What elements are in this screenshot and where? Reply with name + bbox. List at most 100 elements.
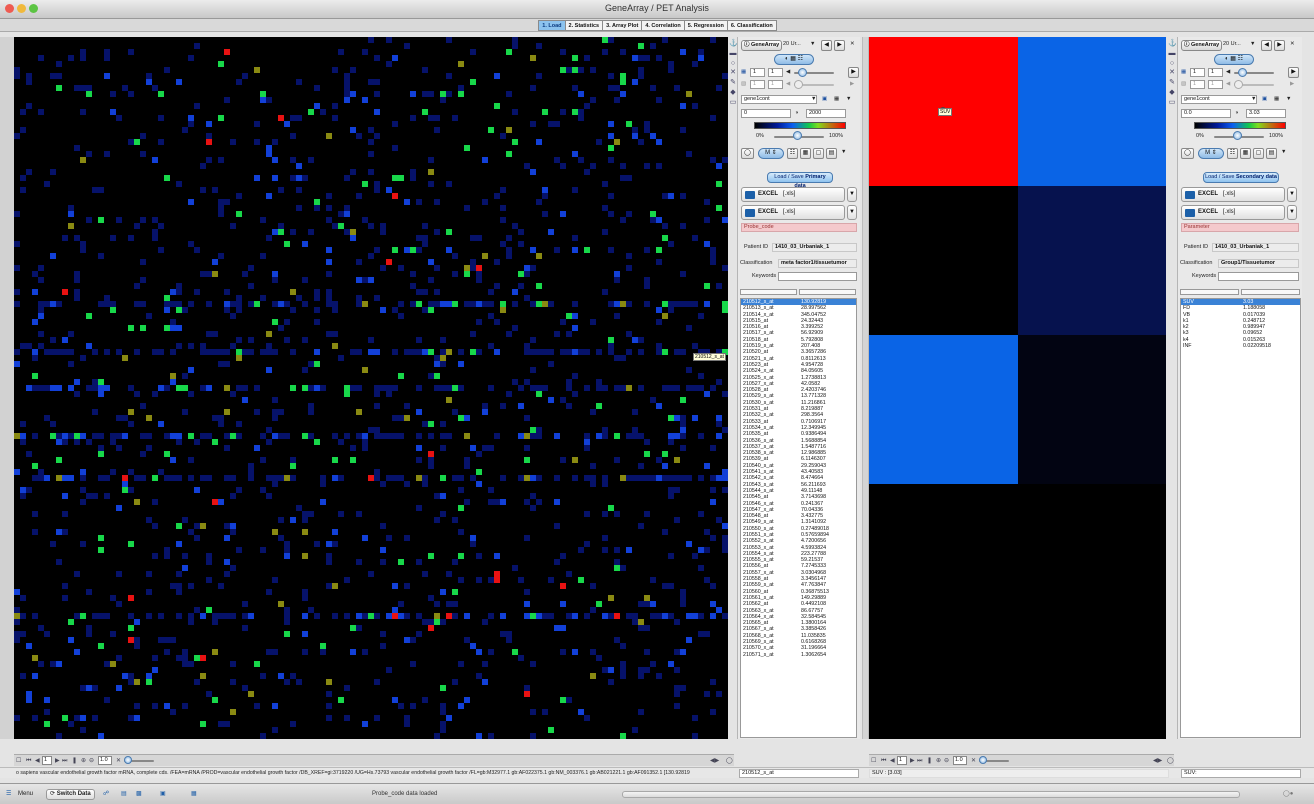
heatmap-cell[interactable] xyxy=(668,67,674,73)
heatmap-cell[interactable] xyxy=(644,121,650,127)
heatmap-cell[interactable] xyxy=(572,187,578,193)
heatmap-cell[interactable] xyxy=(50,421,56,427)
heatmap-cell[interactable] xyxy=(464,613,470,619)
heatmap-cell[interactable] xyxy=(20,439,26,445)
min-value-field[interactable]: 0.0 xyxy=(1181,109,1231,118)
heatmap-cell[interactable] xyxy=(464,433,470,439)
heatmap-cell[interactable] xyxy=(506,91,512,97)
heatmap-cell[interactable] xyxy=(662,37,668,43)
heatmap-cell[interactable] xyxy=(308,409,314,415)
heatmap-cell[interactable] xyxy=(242,685,248,691)
heatmap-cell[interactable] xyxy=(680,49,686,55)
heatmap-cell[interactable] xyxy=(14,613,20,619)
heatmap-cell[interactable] xyxy=(524,349,530,355)
heatmap-cell[interactable] xyxy=(350,385,356,391)
heatmap-cell[interactable] xyxy=(74,235,80,241)
excel-save-button[interactable]: EXCEL [.xls] xyxy=(741,205,845,220)
heatmap-cell[interactable] xyxy=(710,535,716,541)
heatmap-cell[interactable] xyxy=(176,439,182,445)
contrast-icon[interactable]: ◑ xyxy=(795,110,799,116)
heatmap-cell[interactable] xyxy=(326,559,332,565)
heatmap-cell[interactable] xyxy=(170,373,176,379)
heatmap-cell[interactable] xyxy=(560,109,566,115)
heatmap-cell[interactable] xyxy=(674,349,680,355)
heatmap-cell[interactable] xyxy=(626,475,632,481)
heatmap-cell[interactable] xyxy=(62,475,68,481)
heatmap-cell[interactable] xyxy=(620,355,626,361)
heatmap-cell[interactable] xyxy=(152,349,158,355)
column-header-parameter[interactable] xyxy=(1180,289,1239,295)
heatmap-cell[interactable] xyxy=(374,427,380,433)
heatmap-cell[interactable] xyxy=(716,433,722,439)
heatmap-cell[interactable] xyxy=(80,247,86,253)
heatmap-cell[interactable] xyxy=(560,49,566,55)
heatmap-cell[interactable] xyxy=(206,577,212,583)
heatmap-cell[interactable] xyxy=(356,133,362,139)
heatmap-cell[interactable] xyxy=(38,265,44,271)
circle-tool-icon[interactable]: ○ xyxy=(1169,60,1175,67)
heatmap-cell[interactable] xyxy=(650,475,656,481)
heatmap-cell[interactable] xyxy=(638,667,644,673)
heatmap-cell[interactable] xyxy=(302,589,308,595)
heatmap-cell[interactable] xyxy=(218,115,224,121)
heatmap-cell[interactable] xyxy=(302,385,308,391)
heatmap-cell[interactable] xyxy=(230,565,236,571)
heatmap-cell[interactable] xyxy=(146,415,152,421)
heatmap-cell[interactable] xyxy=(704,463,710,469)
list-item[interactable]: 210519_s_at 207.408 xyxy=(741,343,856,349)
heatmap-cell[interactable] xyxy=(656,55,662,61)
heatmap-cell[interactable] xyxy=(194,607,200,613)
heatmap-cell[interactable] xyxy=(536,433,542,439)
heatmap-cell[interactable] xyxy=(164,385,170,391)
heatmap-cell[interactable] xyxy=(386,187,392,193)
max-value-field[interactable]: 3.03 xyxy=(1246,109,1286,118)
heatmap-cell[interactable] xyxy=(548,121,554,127)
heatmap-cell[interactable] xyxy=(164,301,170,307)
heatmap-cell[interactable] xyxy=(164,67,170,73)
heatmap-cell[interactable] xyxy=(332,529,338,535)
heatmap-cell[interactable] xyxy=(488,613,494,619)
heatmap-cell[interactable] xyxy=(380,523,386,529)
heatmap-cell[interactable] xyxy=(458,661,464,667)
heatmap-cell[interactable] xyxy=(644,163,650,169)
heatmap-cell[interactable] xyxy=(710,679,716,685)
heatmap-cell[interactable] xyxy=(542,211,548,217)
heatmap-cell[interactable] xyxy=(428,307,434,313)
heatmap-cell[interactable] xyxy=(140,259,146,265)
load-save-secondary-button[interactable]: Load / Save Secondary data xyxy=(1203,172,1279,183)
heatmap-cell[interactable] xyxy=(458,385,464,391)
heatmap-cell[interactable] xyxy=(104,49,110,55)
heatmap-cell[interactable] xyxy=(680,475,686,481)
heatmap-cell[interactable] xyxy=(92,613,98,619)
heatmap-cell[interactable] xyxy=(470,301,476,307)
heatmap-cell[interactable] xyxy=(278,409,284,415)
heatmap-cell[interactable] xyxy=(236,211,242,217)
heatmap-cell[interactable] xyxy=(398,475,404,481)
heatmap-cell[interactable] xyxy=(656,403,662,409)
heatmap-cell[interactable] xyxy=(674,619,680,625)
heatmap-cell[interactable] xyxy=(62,337,68,343)
heatmap-cell[interactable] xyxy=(206,433,212,439)
heatmap-cell[interactable] xyxy=(224,349,230,355)
heatmap-cell[interactable] xyxy=(620,673,626,679)
heatmap-cell[interactable] xyxy=(92,493,98,499)
heatmap-cell[interactable] xyxy=(686,385,692,391)
heatmap-cell[interactable] xyxy=(650,397,656,403)
heatmap-cell[interactable] xyxy=(422,619,428,625)
heatmap-cell[interactable] xyxy=(80,433,86,439)
heatmap-cell[interactable] xyxy=(344,91,350,97)
heatmap-cell[interactable] xyxy=(26,385,32,391)
heatmap-cell[interactable] xyxy=(440,301,446,307)
heatmap-cell[interactable] xyxy=(368,571,374,577)
heatmap-cell[interactable] xyxy=(374,391,380,397)
heatmap-cell[interactable] xyxy=(614,139,620,145)
heatmap-cell[interactable] xyxy=(392,175,398,181)
heatmap-cell[interactable] xyxy=(662,223,668,229)
heatmap-cell[interactable] xyxy=(158,139,164,145)
view-options-chevron-icon[interactable]: ▼ xyxy=(841,149,847,155)
heatmap-cell[interactable] xyxy=(86,151,92,157)
heatmap-cell[interactable] xyxy=(272,139,278,145)
heatmap-cell[interactable] xyxy=(644,625,650,631)
heatmap-cell[interactable] xyxy=(632,337,638,343)
heatmap-cell[interactable] xyxy=(356,433,362,439)
